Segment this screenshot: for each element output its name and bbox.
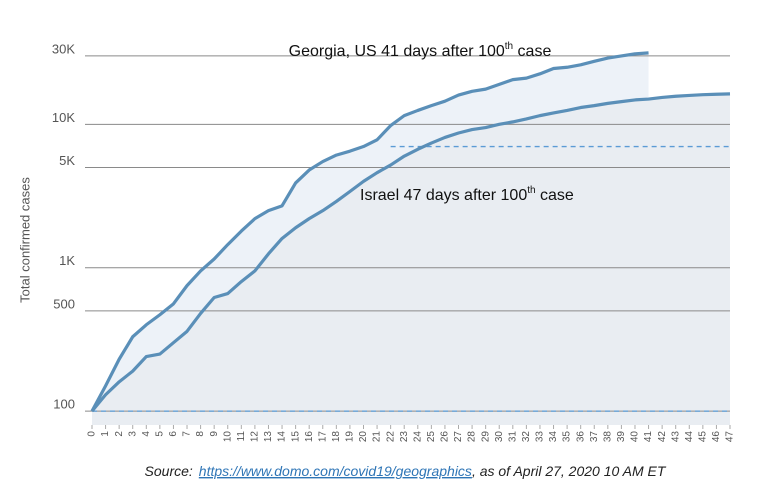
- x-tick-label: 1: [100, 431, 111, 437]
- x-tick-label: 26: [440, 431, 451, 443]
- source-link[interactable]: https://www.domo.com/covid19/geographics: [199, 463, 472, 479]
- source: Source: https://www.domo.com/covid19/geog…: [145, 463, 667, 479]
- x-tick-label: 41: [643, 431, 654, 443]
- x-tick-label: 25: [426, 431, 437, 443]
- x-tick-label: 42: [657, 431, 668, 443]
- x-tick-label: 36: [575, 431, 586, 443]
- superscript: th: [527, 185, 535, 196]
- x-tick-label: 19: [345, 431, 356, 443]
- x-tick-label: 45: [697, 431, 708, 443]
- series-annotation: Israel 47 days after 100th case: [360, 185, 574, 205]
- x-tick-label: 3: [127, 431, 138, 437]
- series-area: [92, 93, 730, 425]
- annotation-text: case: [536, 187, 574, 204]
- x-tick-label: 21: [372, 431, 383, 443]
- y-tick-label: 500: [53, 296, 75, 311]
- x-tick-label: 30: [494, 431, 505, 443]
- series-line: [90, 51, 649, 412]
- x-tick-label: 9: [209, 431, 220, 437]
- x-tick-label: 29: [480, 431, 491, 443]
- x-tick-label: 17: [317, 431, 328, 443]
- superscript: th: [505, 41, 513, 52]
- x-tick-label: 44: [684, 431, 695, 443]
- x-tick-label: 16: [304, 431, 315, 443]
- x-tick-label: 32: [521, 431, 532, 443]
- x-tick-label: 43: [670, 431, 681, 443]
- x-tick-label: 6: [168, 431, 179, 437]
- x-tick-label: 40: [630, 431, 641, 443]
- annotation-text: Georgia, US 41 days after 100: [289, 43, 505, 60]
- x-tick-label: 5: [155, 431, 166, 437]
- x-tick-label: 35: [562, 431, 573, 443]
- y-tick-label: 100: [53, 397, 75, 412]
- y-tick-label: 10K: [52, 110, 75, 125]
- x-tick-label: 37: [589, 431, 600, 443]
- x-tick-label: 27: [453, 431, 464, 443]
- series-line: [90, 92, 731, 413]
- y-tick-label: 30K: [52, 41, 75, 56]
- x-tick-label: 10: [222, 431, 233, 443]
- x-tick-label: 18: [331, 431, 342, 443]
- x-tick-label: 15: [290, 431, 301, 443]
- x-tick-label: 13: [263, 431, 274, 443]
- y-tick-label: 5K: [59, 153, 75, 168]
- x-tick-label: 34: [548, 431, 559, 443]
- x-tick-label: 33: [535, 431, 546, 443]
- x-tick-label: 7: [182, 431, 193, 437]
- series-annotation: Georgia, US 41 days after 100th case: [289, 41, 552, 61]
- x-tick-label: 12: [250, 431, 261, 443]
- x-tick-label: 0: [87, 431, 98, 437]
- x-tick-label: 11: [236, 431, 247, 442]
- x-tick-label: 20: [358, 431, 369, 443]
- x-tick-label: 28: [467, 431, 478, 443]
- x-tick-label: 38: [602, 431, 613, 443]
- annotation-text: Israel 47 days after 100: [360, 187, 527, 204]
- x-tick-label: 14: [277, 431, 288, 443]
- y-tick-label: 1K: [59, 253, 75, 268]
- source-suffix: , as of April 27, 2020 10 AM ET: [472, 463, 667, 479]
- x-tick-label: 47: [725, 431, 736, 443]
- y-axis-label: Total confirmed cases: [17, 177, 32, 303]
- x-tick-label: 8: [195, 431, 206, 437]
- x-tick-label: 39: [616, 431, 627, 443]
- source-prefix: Source:: [145, 463, 193, 479]
- x-tick-label: 46: [711, 431, 722, 443]
- x-tick-label: 31: [507, 431, 518, 443]
- x-tick-label: 23: [399, 431, 410, 443]
- x-tick-label: 4: [141, 431, 152, 437]
- annotation-text: case: [513, 43, 551, 60]
- x-tick-label: 22: [385, 431, 396, 443]
- x-tick-label: 2: [114, 431, 125, 437]
- x-tick-label: 24: [412, 431, 423, 443]
